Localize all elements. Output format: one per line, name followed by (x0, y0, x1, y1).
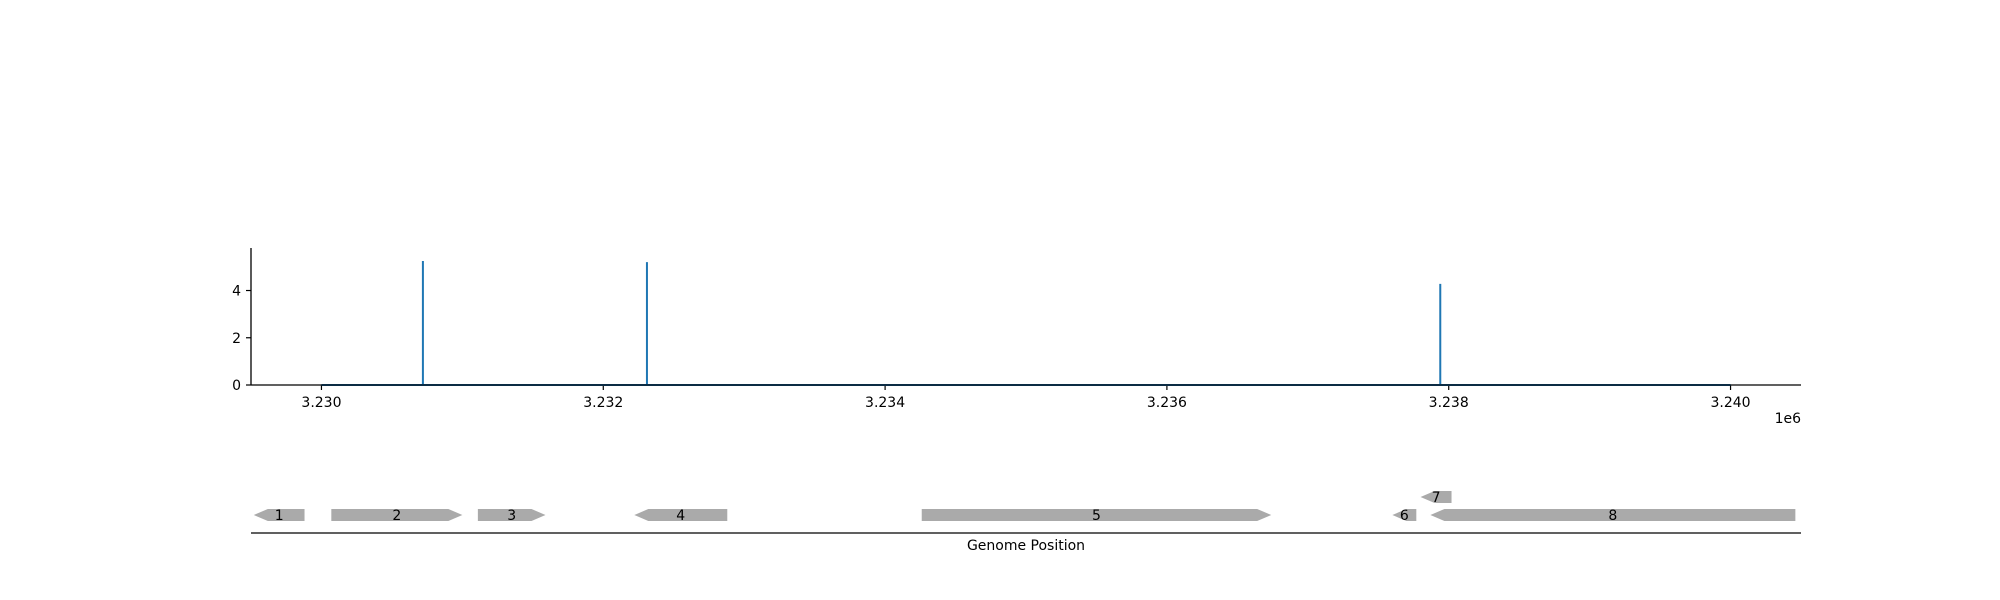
gene-2-arrow (331, 509, 463, 521)
gene-arrows: 1 2 3 4 5 6 7 8 (253, 490, 1796, 524)
gene-6-arrow (1392, 509, 1417, 521)
gene-track-xlabel: Genome Position (967, 538, 1085, 554)
x-tick-label: 3.234 (865, 395, 905, 411)
gene-1-label: 1 (275, 508, 284, 524)
gene-7-label: 7 (1432, 490, 1441, 506)
gene-6-label: 6 (1400, 508, 1409, 524)
y-tick-label: 2 (232, 331, 241, 347)
x-axis-offset-label: 1e6 (1775, 411, 1802, 427)
y-tick-label: 0 (232, 378, 241, 394)
gene-track: 1 2 3 4 5 6 7 8 Genome Position (251, 490, 1801, 554)
gene-8-arrow (1430, 509, 1796, 521)
gene-1-arrow (253, 509, 305, 521)
x-tick-label: 3.230 (301, 395, 341, 411)
signal-plot: 0 2 4 3.230 3.232 3.234 3.236 3.238 3.240 1e6 (232, 248, 1801, 427)
gene-7-arrow (1420, 491, 1452, 503)
y-tick-label: 4 (232, 284, 241, 300)
x-tick-label: 3.238 (1429, 395, 1469, 411)
x-tick-label: 3.240 (1710, 395, 1750, 411)
y-axis-ticks: 0 2 4 (232, 284, 251, 394)
gene-4-arrow (634, 509, 728, 521)
gene-4-label: 4 (676, 508, 685, 524)
signal-series-line (321, 260, 1731, 386)
x-tick-label: 3.232 (583, 395, 623, 411)
x-tick-label: 3.236 (1147, 395, 1187, 411)
gene-5-arrow (921, 509, 1272, 521)
gene-5-label: 5 (1092, 508, 1101, 524)
gene-3-label: 3 (507, 508, 516, 524)
gene-3-arrow (477, 509, 546, 521)
gene-2-label: 2 (392, 508, 401, 524)
gene-8-label: 8 (1608, 508, 1617, 524)
x-axis-ticks: 3.230 3.232 3.234 3.236 3.238 3.240 (301, 385, 1751, 411)
